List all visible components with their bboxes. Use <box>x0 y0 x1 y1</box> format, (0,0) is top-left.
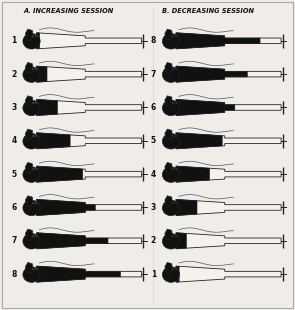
Polygon shape <box>37 33 142 49</box>
Ellipse shape <box>162 33 180 49</box>
Text: 5: 5 <box>151 136 156 145</box>
Polygon shape <box>165 63 172 73</box>
Polygon shape <box>37 266 121 282</box>
Polygon shape <box>25 29 33 40</box>
Text: 1: 1 <box>11 36 17 45</box>
Ellipse shape <box>162 233 180 249</box>
Polygon shape <box>165 263 172 273</box>
Text: 4: 4 <box>11 136 17 145</box>
Polygon shape <box>37 233 142 249</box>
Polygon shape <box>176 199 281 215</box>
Polygon shape <box>37 233 108 249</box>
Text: 2: 2 <box>11 70 17 79</box>
Polygon shape <box>37 66 47 82</box>
Ellipse shape <box>162 134 180 149</box>
Polygon shape <box>176 66 248 82</box>
Polygon shape <box>37 33 40 49</box>
Polygon shape <box>37 266 142 282</box>
Polygon shape <box>176 33 281 49</box>
Polygon shape <box>176 233 281 249</box>
Polygon shape <box>176 266 281 282</box>
Polygon shape <box>37 100 142 116</box>
Polygon shape <box>165 129 172 140</box>
Text: 3: 3 <box>11 103 17 112</box>
Text: 6: 6 <box>11 203 17 212</box>
Ellipse shape <box>162 67 180 82</box>
Text: 8: 8 <box>151 36 156 45</box>
Ellipse shape <box>162 100 180 116</box>
Polygon shape <box>165 162 172 173</box>
Polygon shape <box>176 166 210 182</box>
Polygon shape <box>25 263 33 273</box>
Ellipse shape <box>23 33 40 49</box>
Text: 8: 8 <box>11 270 17 279</box>
Polygon shape <box>176 33 260 49</box>
Ellipse shape <box>23 100 40 116</box>
Polygon shape <box>165 29 172 40</box>
Ellipse shape <box>23 167 40 182</box>
Polygon shape <box>25 63 33 73</box>
Text: 2: 2 <box>151 236 156 245</box>
Polygon shape <box>176 100 235 116</box>
Text: B. DECREASING SESSION: B. DECREASING SESSION <box>162 8 254 15</box>
Text: 5: 5 <box>11 170 17 179</box>
Polygon shape <box>176 166 281 182</box>
Polygon shape <box>176 133 281 149</box>
Polygon shape <box>37 166 83 182</box>
Polygon shape <box>176 100 281 116</box>
Ellipse shape <box>23 267 40 282</box>
Ellipse shape <box>162 200 180 216</box>
Polygon shape <box>165 229 172 240</box>
Polygon shape <box>176 199 197 215</box>
Polygon shape <box>37 133 142 149</box>
Polygon shape <box>37 199 95 215</box>
Ellipse shape <box>23 67 40 82</box>
Polygon shape <box>37 133 70 149</box>
Polygon shape <box>25 96 33 107</box>
Polygon shape <box>165 196 172 206</box>
Ellipse shape <box>162 267 180 282</box>
Ellipse shape <box>23 134 40 149</box>
Ellipse shape <box>23 200 40 216</box>
Polygon shape <box>25 229 33 240</box>
Polygon shape <box>176 133 222 149</box>
Polygon shape <box>176 266 179 282</box>
Polygon shape <box>25 196 33 206</box>
Polygon shape <box>25 162 33 173</box>
Text: 4: 4 <box>151 170 156 179</box>
Text: 3: 3 <box>151 203 156 212</box>
Text: 1: 1 <box>151 270 156 279</box>
Polygon shape <box>165 96 172 107</box>
Ellipse shape <box>23 233 40 249</box>
Polygon shape <box>37 100 58 116</box>
Text: 7: 7 <box>151 70 156 79</box>
Polygon shape <box>37 166 142 182</box>
Polygon shape <box>176 233 186 249</box>
Text: 7: 7 <box>11 236 17 245</box>
Polygon shape <box>25 129 33 140</box>
Text: 6: 6 <box>151 103 156 112</box>
Polygon shape <box>37 66 142 82</box>
Text: A. INCREASING SESSION: A. INCREASING SESSION <box>24 8 114 15</box>
Ellipse shape <box>162 167 180 182</box>
Polygon shape <box>37 199 142 215</box>
Polygon shape <box>176 66 281 82</box>
